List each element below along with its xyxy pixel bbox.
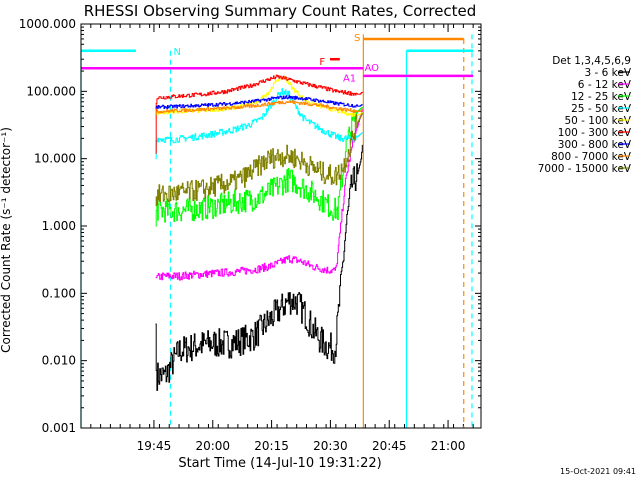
y-tick-label: 0.010 [42,354,76,368]
y-tick-label: 100.000 [26,84,76,98]
y-tick-label: 0.100 [42,286,76,300]
legend-label: 100 - 300 keV [558,127,632,139]
legend-label: 3 - 6 keV [584,67,631,79]
x-tick-label: 20:15 [254,439,289,453]
series-line [155,88,363,160]
x-tick-label: 20:45 [372,439,407,453]
plot-frame [80,23,482,429]
x-tick-label: 21:00 [431,439,466,453]
x-tick-label: 20:00 [195,439,230,453]
timestamp: 15-Oct-2021 09:41 [560,467,636,476]
state-annotation: S [354,33,360,44]
legend-label: 300 - 800 keV [558,139,632,151]
plot-area: 0.001 0.010 0.100 1.000 10.000 100.000 1000.00… [19,17,481,453]
y-axis-label: Corrected Count Rate (s⁻¹ detector⁻¹) [0,127,13,353]
legend-label: 50 - 100 keV [564,115,631,127]
legend-label: 7000 - 15000 keV [538,163,632,175]
y-tick-label: 10.000 [34,152,76,166]
x-tick-label: 19:45 [137,439,172,453]
series-line [155,95,363,109]
series-line [155,74,363,154]
legend-label: 6 - 12 keV [578,79,632,91]
series-line [155,108,363,281]
x-tick-label: 20:30 [313,439,348,453]
series-line [155,106,363,227]
state-annotation: A1 [343,74,356,85]
series-line [155,100,363,116]
legend-label: 12 - 25 keV [571,91,632,103]
chart-title: RHESSI Observing Summary Count Rates, Co… [84,2,477,20]
series-line [155,112,363,207]
y-tick-label: 1000.000 [19,17,76,31]
legend-title: Det 1,3,4,5,6,9 [552,55,631,67]
y-tick-label: 1.000 [42,219,76,233]
y-tick-label: 0.001 [42,421,76,435]
legend-label: 25 - 50 keV [571,103,632,115]
state-annotation: F [319,57,325,68]
legend-label: 800 - 7000 keV [551,151,632,163]
series-line [155,144,363,391]
state-annotation: AO [365,63,380,74]
state-annotation: N [174,47,181,58]
x-axis-label: Start Time (14-Jul-10 19:31:22) [178,456,381,471]
